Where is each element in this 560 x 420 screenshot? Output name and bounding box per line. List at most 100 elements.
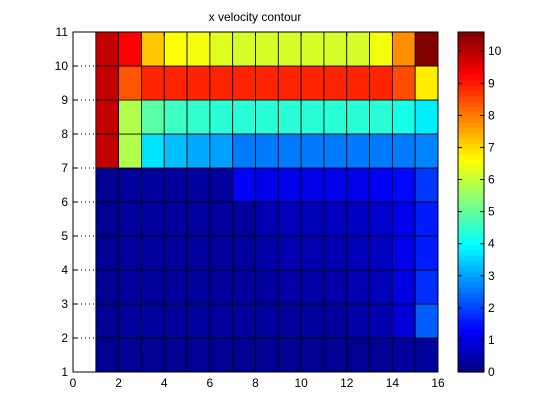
heatmap-cell: [232, 133, 256, 169]
colorbar-swatch: [458, 175, 484, 182]
heatmap-cell: [186, 235, 211, 271]
x-tick-label: 4: [161, 376, 168, 390]
y-tick-label: 10: [55, 59, 69, 73]
heatmap-cell: [163, 201, 188, 237]
colorbar-swatch: [458, 239, 484, 246]
colorbar-swatch: [458, 297, 484, 304]
heatmap-cell: [163, 269, 188, 305]
heatmap-cell: [232, 235, 256, 271]
heatmap-cell: [346, 303, 370, 339]
heatmap-cell: [391, 201, 416, 237]
heatmap-cell: [414, 235, 439, 271]
colorbar-swatch: [458, 42, 484, 49]
colorbar-tick-label: 9: [488, 76, 495, 90]
heatmap-cell: [163, 133, 188, 169]
colorbar-swatch: [458, 350, 484, 357]
colorbar-swatch: [458, 106, 484, 113]
x-axis-ticks: 0 2 4 6 8 10 12 14 16: [70, 32, 445, 390]
heatmap-cell: [300, 65, 325, 101]
colorbar-tick-label: 6: [488, 173, 495, 187]
colorbar-swatch: [458, 271, 484, 277]
heatmap-cell: [346, 65, 370, 101]
heatmap-cell: [323, 269, 348, 305]
colorbar-swatch: [458, 260, 484, 267]
heatmap-cell: [391, 65, 416, 101]
heatmap-cell: [209, 269, 234, 305]
heatmap-cell: [369, 303, 393, 339]
heatmap-cell: [414, 269, 439, 305]
heatmap-cell: [95, 201, 120, 237]
colorbar-swatch: [458, 90, 484, 97]
colorbar-swatch: [458, 292, 484, 299]
colorbar-swatch: [458, 302, 484, 309]
heatmap-cell: [209, 201, 234, 237]
heatmap-cell: [209, 337, 234, 373]
heatmap-cell: [346, 201, 370, 237]
heatmap-cell: [391, 235, 416, 271]
colorbar-frame: [457, 31, 485, 373]
colorbar-swatch: [458, 53, 484, 60]
colorbar-swatch: [458, 329, 484, 336]
heatmap-cell: [323, 167, 348, 203]
colorbar-tick-label: 5: [488, 205, 495, 219]
colorbar-swatch: [458, 366, 484, 373]
colorbar-swatch: [458, 79, 484, 86]
heatmap-cell: [95, 269, 120, 305]
colorbar-tick-label: 3: [488, 269, 495, 283]
heatmap-cell: [186, 65, 211, 101]
colorbar-swatch: [458, 265, 484, 272]
heatmap-cell: [369, 133, 393, 169]
heatmap-cell: [391, 167, 416, 203]
colorbar-swatch: [458, 212, 484, 219]
heatmap-cell: [277, 65, 302, 101]
heatmap-cell: [277, 99, 302, 135]
colorbar-swatch: [458, 127, 484, 134]
heatmap-cell: [95, 133, 120, 169]
heatmap-cell: [232, 337, 256, 373]
heatmap-cell: [209, 235, 234, 271]
y-tick-label: 9: [61, 93, 68, 107]
heatmap-cell: [141, 167, 165, 203]
colorbar: 0 1 2 3 4 5 6 7 8 9 10: [457, 31, 502, 379]
heatmap-cell: [186, 303, 211, 339]
heatmap-cell: [255, 65, 279, 101]
heatmap-cell: [186, 31, 211, 67]
heatmap-cell: [209, 99, 234, 135]
heatmap-cell: [186, 201, 211, 237]
colorbar-tick-label: 4: [488, 237, 495, 251]
heatmap-cell: [186, 167, 211, 203]
x-tick-label: 8: [252, 376, 259, 390]
heatmap-cell: [95, 65, 120, 101]
heatmap-cell: [369, 31, 393, 67]
heatmap-cell: [118, 235, 142, 271]
heatmap-cell: [323, 31, 348, 67]
colorbar-swatch: [458, 217, 484, 224]
y-tick-label: 11: [56, 25, 69, 39]
heatmap-cell: [232, 303, 256, 339]
heatmap-cell: [163, 31, 188, 67]
heatmap-cell: [186, 133, 211, 169]
colorbar-swatch: [458, 196, 484, 203]
heatmap-cell: [391, 31, 416, 67]
colorbar-swatch: [458, 111, 484, 118]
heatmap-cell: [209, 167, 234, 203]
colorbar-swatch: [458, 223, 484, 230]
heatmap-cell: [209, 65, 234, 101]
colorbar-swatch: [458, 318, 484, 325]
heatmap-cell: [369, 337, 393, 373]
heatmap-cell: [391, 337, 416, 373]
heatmap-cell: [277, 235, 302, 271]
heatmap-cell: [300, 337, 325, 373]
heatmap-cell: [95, 235, 120, 271]
colorbar-tick-label: 8: [488, 108, 495, 122]
colorbar-swatch: [458, 122, 484, 129]
colorbar-swatch: [458, 85, 484, 92]
heatmap-cell: [300, 133, 325, 169]
heatmap-cell: [255, 235, 279, 271]
heatmap-cell: [186, 99, 211, 135]
heatmap-cell: [300, 269, 325, 305]
heatmap-cell: [118, 65, 142, 101]
colorbar-swatch: [458, 356, 484, 362]
heatmap-cell: [118, 133, 142, 169]
heatmap-cell: [391, 99, 416, 135]
